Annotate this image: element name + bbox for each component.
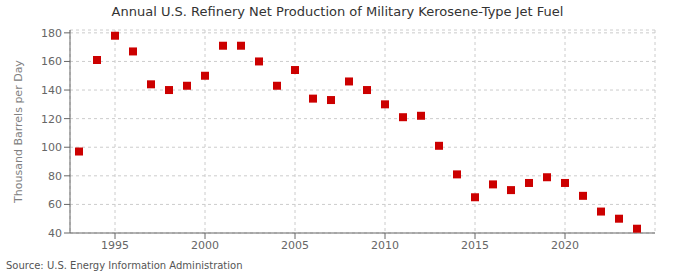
svg-text:40: 40 (48, 227, 62, 240)
svg-text:80: 80 (48, 170, 62, 183)
svg-text:160: 160 (41, 55, 62, 68)
svg-text:60: 60 (48, 198, 62, 211)
svg-text:120: 120 (41, 113, 62, 126)
svg-text:2010: 2010 (371, 239, 399, 252)
svg-text:1995: 1995 (101, 239, 129, 252)
svg-text:2005: 2005 (281, 239, 309, 252)
html-text:Annual U.S. Refinery Net Produ: Annual U.S. Refinery Net Production of M… (111, 4, 564, 19)
svg-text:2020: 2020 (551, 239, 579, 252)
svg-text:Thousand Barrels per Day: Thousand Barrels per Day (12, 60, 25, 204)
svg-text:2015: 2015 (461, 239, 489, 252)
html-text:Source: U.S. Energy Informatio: Source: U.S. Energy Information Administ… (6, 260, 243, 271)
svg-text:2000: 2000 (191, 239, 219, 252)
svg-text:140: 140 (41, 84, 62, 97)
svg-text:100: 100 (41, 141, 62, 154)
svg-text:180: 180 (41, 27, 62, 40)
